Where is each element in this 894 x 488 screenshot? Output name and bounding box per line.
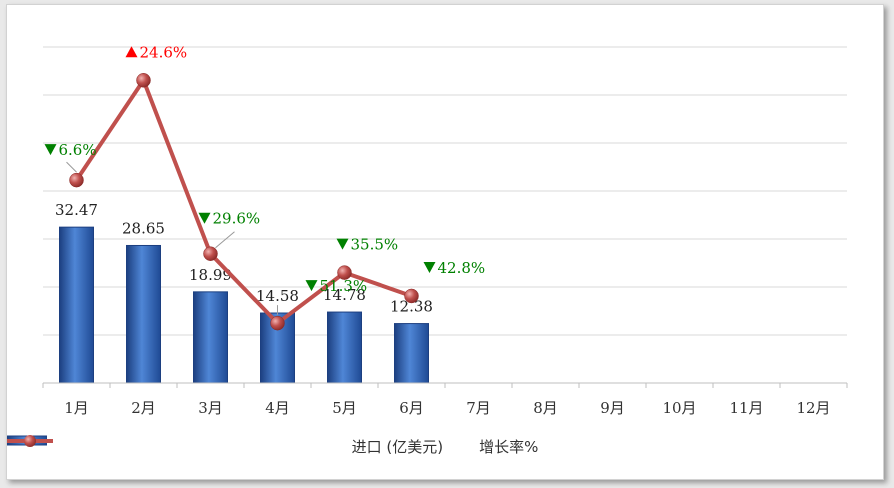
growth-line	[74, 78, 413, 326]
down-triangle-icon	[44, 144, 57, 156]
x-tick-label: 8月	[533, 399, 558, 417]
down-triangle-icon	[336, 238, 349, 250]
bar	[394, 323, 429, 384]
x-tick-label: 5月	[332, 399, 357, 417]
line-value-text: 6.6%	[59, 141, 97, 159]
bar-series	[59, 226, 429, 384]
line-value-label: 6.6%	[44, 141, 97, 159]
leader-line	[66, 161, 77, 173]
line-point	[136, 73, 151, 88]
x-axis: 1月 2月 3月 4月 5月 6月 7月 8月 9月 10月 11月 12月	[42, 382, 848, 417]
bar-value-labels: 32.47 28.65 18.99 14.58 14.78 12.38	[55, 201, 433, 315]
x-tick-label: 1月	[64, 399, 89, 417]
line-point	[203, 246, 218, 261]
x-tick-label: 3月	[198, 399, 223, 417]
bar	[193, 291, 228, 384]
bar-value-label: 12.38	[390, 298, 433, 316]
line-value-label: 24.6%	[125, 43, 188, 61]
line-series	[69, 73, 419, 331]
bar-value-label: 28.65	[122, 219, 165, 237]
x-tick-label: 7月	[466, 399, 491, 417]
bar-value-label: 14.58	[256, 287, 299, 305]
legend-line-label: 增长率%	[479, 437, 539, 456]
line-value-label: 29.6%	[198, 210, 261, 228]
down-triangle-icon	[198, 212, 211, 224]
x-tick-label: 10月	[662, 399, 696, 417]
legend-item-bar: 进口 (亿美元)	[7, 435, 444, 457]
x-tick-label: 6月	[399, 399, 424, 417]
line-point	[69, 172, 84, 188]
bar	[327, 311, 362, 384]
line-point	[337, 265, 352, 280]
line-value-label: 51.3%	[305, 277, 368, 295]
legend: 进口 (亿美元) 增长率%	[7, 433, 883, 459]
legend-line-swatch	[7, 435, 53, 447]
line-point	[270, 315, 285, 331]
bar-value-label: 32.47	[55, 201, 98, 219]
down-triangle-icon	[423, 261, 436, 273]
leader-line	[215, 231, 235, 249]
x-tick-label: 12月	[796, 399, 830, 417]
chart-plot: 32.47 28.65 18.99 14.58 14.78 12.38 1月 2月 3月 4月 5…	[42, 43, 848, 417]
line-value-text: 35.5%	[351, 236, 399, 254]
x-tick-label: 11月	[729, 399, 763, 417]
line-value-text: 24.6%	[140, 43, 188, 61]
x-tick-label: 4月	[265, 399, 290, 417]
line-value-text: 51.3%	[320, 277, 368, 295]
line-value-text: 42.8%	[438, 259, 486, 277]
line-value-label: 42.8%	[423, 259, 486, 277]
line-value-text: 29.6%	[213, 210, 261, 228]
bar	[126, 244, 161, 384]
bar-value-label: 18.99	[189, 266, 232, 284]
up-triangle-icon	[125, 46, 138, 58]
line-value-labels: 6.6% 24.6% 29.6% 51.3% 35.5% 42.8%	[44, 43, 486, 316]
down-triangle-icon	[305, 280, 318, 292]
line-value-label: 35.5%	[336, 236, 399, 254]
bar-value-label: 14.78	[323, 286, 366, 304]
line-point	[404, 288, 419, 304]
x-tick-label: 9月	[600, 399, 625, 417]
legend-bar-label: 进口 (亿美元)	[351, 437, 444, 456]
bar	[59, 226, 94, 384]
x-tick-label: 2月	[131, 399, 156, 417]
legend-item-line: 增长率%	[7, 435, 539, 457]
chart-frame: 32.47 28.65 18.99 14.58 14.78 12.38 1月 2月 3月 4月 5…	[6, 4, 884, 480]
grid-lines	[43, 46, 847, 336]
